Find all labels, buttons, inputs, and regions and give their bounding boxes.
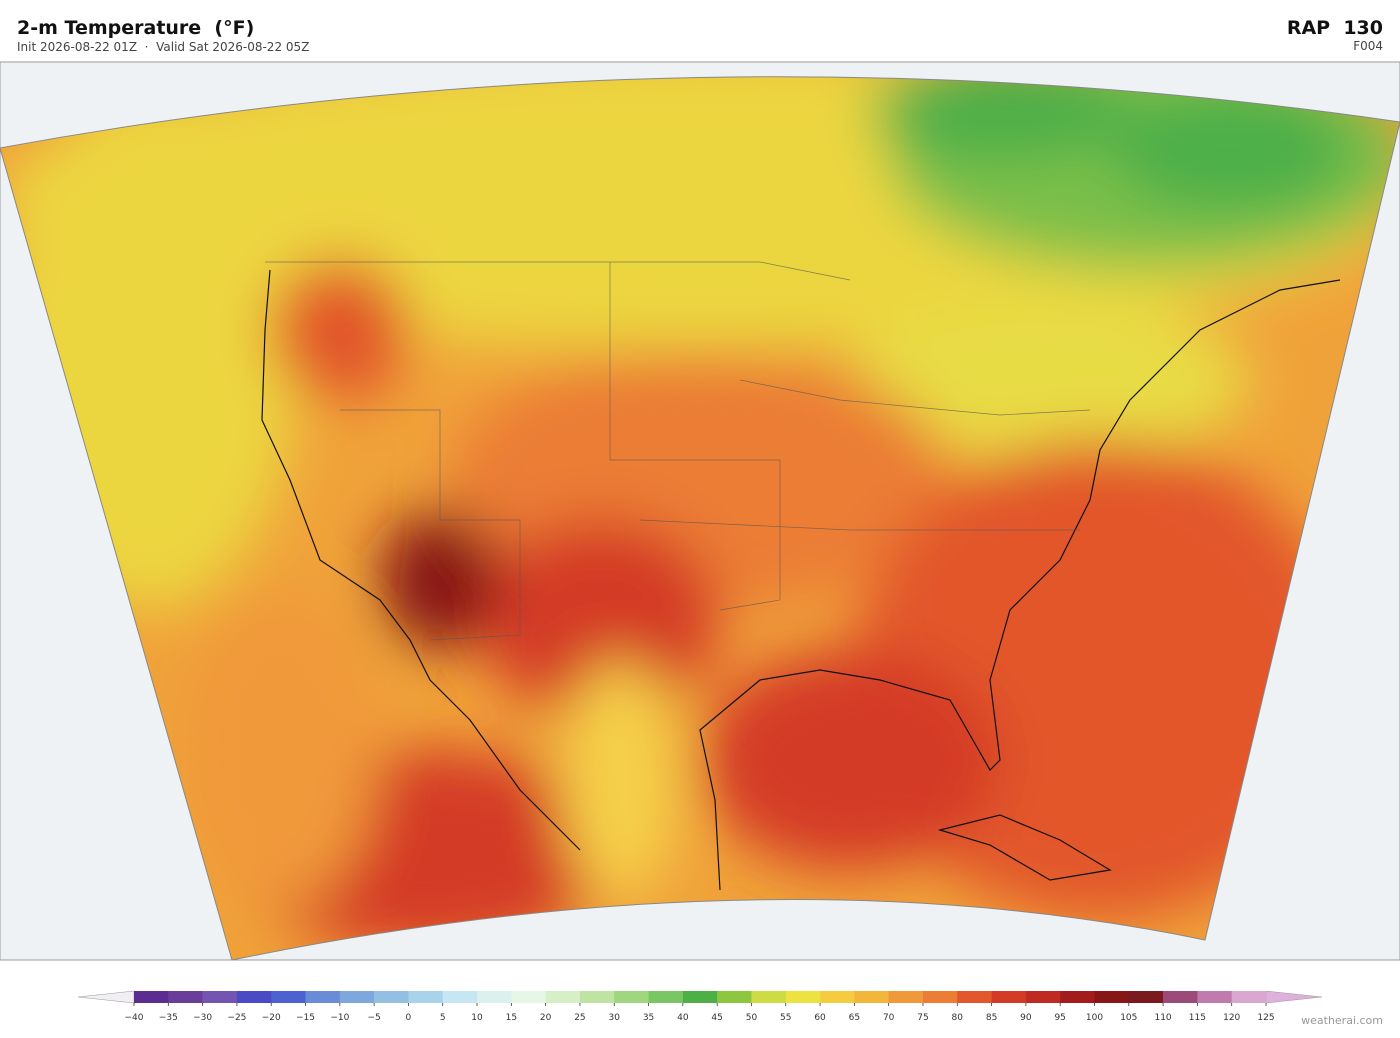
colorbar-tick-label: 30 (609, 1013, 621, 1023)
colorbar-tick-label: 5 (440, 1013, 446, 1023)
colorbar-segment (339, 991, 375, 1003)
colorbar-tick-label: 70 (883, 1013, 895, 1023)
colorbar-tick-label: 100 (1086, 1013, 1103, 1023)
coastlines (261, 269, 1341, 891)
colorbar-segment (202, 991, 238, 1003)
colorbar-tick-label: 80 (952, 1013, 964, 1023)
colorbar-segment (785, 991, 821, 1003)
colorbar-tick-label: 15 (506, 1013, 517, 1023)
subtitle: Init 2026-08-22 01Z · Valid Sat 2026-08-… (17, 40, 309, 54)
colorbar-tick-label: 45 (711, 1013, 722, 1023)
colorbar-segment (888, 991, 924, 1003)
colorbar-tick-label: 10 (471, 1013, 483, 1023)
domain-outline (0, 76, 1400, 961)
colorbar-tick-label: −25 (227, 1013, 246, 1023)
colorbar-tick-label: 85 (986, 1013, 997, 1023)
colorbar-tick-label: 110 (1154, 1013, 1171, 1023)
colorbar-segment (991, 991, 1027, 1003)
colorbar-tick-label: 20 (540, 1013, 552, 1023)
colorbar-segment (957, 991, 992, 1003)
colorbar-segment (271, 991, 306, 1003)
colorbar-tick-label: −35 (159, 1013, 178, 1023)
colorbar-segment (579, 991, 615, 1003)
model-label: RAP 130 (1287, 17, 1383, 39)
colorbar-tick-label: 90 (1020, 1013, 1032, 1023)
credit: weatherai.com (1301, 1014, 1383, 1027)
colorbar-segment (751, 991, 787, 1003)
forecast-hour: F004 (1353, 39, 1383, 53)
colorbar-segment (717, 991, 752, 1003)
colorbar-tick-label: 55 (780, 1013, 791, 1023)
colorbar-tick-label: 105 (1120, 1013, 1137, 1023)
colorbar-segment (305, 991, 341, 1003)
colorbar-tick-label: 95 (1054, 1013, 1065, 1023)
colorbar-segment (1128, 991, 1164, 1003)
colorbar-segment (374, 991, 409, 1003)
colorbar-over (1265, 990, 1323, 1004)
colorbar-segment (168, 991, 203, 1003)
colorbar-tick-label: 115 (1189, 1013, 1206, 1023)
colorbar-segment (236, 991, 272, 1003)
colorbar-segment (1025, 991, 1061, 1003)
colorbar-segment (854, 991, 889, 1003)
colorbar-tick-label: −40 (125, 1013, 144, 1023)
colorbar-segment (682, 991, 718, 1003)
colorbar-tick-label: −15 (296, 1013, 315, 1023)
colorbar-segment (1197, 991, 1232, 1003)
colorbar-segment (511, 991, 546, 1003)
colorbar-segment (922, 991, 958, 1003)
colorbar-tick-label: −5 (367, 1013, 380, 1023)
colorbar-segment (408, 991, 444, 1003)
colorbar-segment (545, 991, 581, 1003)
colorbar-under (77, 990, 135, 1004)
colorbar-segment (477, 991, 512, 1003)
title: 2-m Temperature (°F) (17, 17, 254, 39)
colorbar-tick-label: 50 (746, 1013, 758, 1023)
colorbar-tick-label: 60 (814, 1013, 826, 1023)
colorbar-tick-label: −20 (262, 1013, 281, 1023)
colorbar-tick-label: 25 (574, 1013, 585, 1023)
colorbar-tick-label: 40 (677, 1013, 689, 1023)
colorbar-tick-label: 0 (406, 1013, 412, 1023)
colorbar-tick-label: 65 (849, 1013, 860, 1023)
colorbar-segment (648, 991, 684, 1003)
colorbar-segment (1094, 991, 1130, 1003)
temperature-field (0, 76, 1400, 961)
colorbar-tick-label: 125 (1257, 1013, 1274, 1023)
colorbar-segment (442, 991, 478, 1003)
colorbar-segment (614, 991, 649, 1003)
colorbar-segment (820, 991, 855, 1003)
colorbar-segment (1231, 991, 1267, 1003)
colorbar-segment (1163, 991, 1198, 1003)
colorbar-tick-label: 75 (917, 1013, 928, 1023)
colorbar-tick-label: 35 (643, 1013, 654, 1023)
colorbar-tick-label: 120 (1223, 1013, 1240, 1023)
colorbar-segment (1060, 991, 1095, 1003)
colorbar-segment (134, 991, 169, 1003)
colorbar-tick-label: −10 (330, 1013, 349, 1023)
colorbar-tick-label: −30 (193, 1013, 212, 1023)
boundaries (265, 261, 1091, 641)
